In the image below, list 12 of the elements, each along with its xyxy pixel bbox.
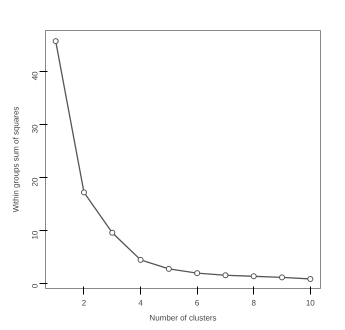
x-tick-label: 4 [138,298,144,308]
x-tick-label: 2 [82,298,87,308]
y-tick-label: 40 [30,70,40,80]
y-tick-label: 10 [30,230,40,240]
x-axis-title: Number of clusters [149,314,217,322]
y-axis-title: Within groups sum of squares [12,106,20,212]
y-tick-label: 30 [30,124,40,134]
y-tick-label: 0 [30,283,40,288]
x-tick-label: 10 [306,298,316,308]
x-tick-label: 6 [194,298,200,308]
x-tick-label: 8 [252,298,257,308]
y-tick-label: 20 [30,177,40,186]
